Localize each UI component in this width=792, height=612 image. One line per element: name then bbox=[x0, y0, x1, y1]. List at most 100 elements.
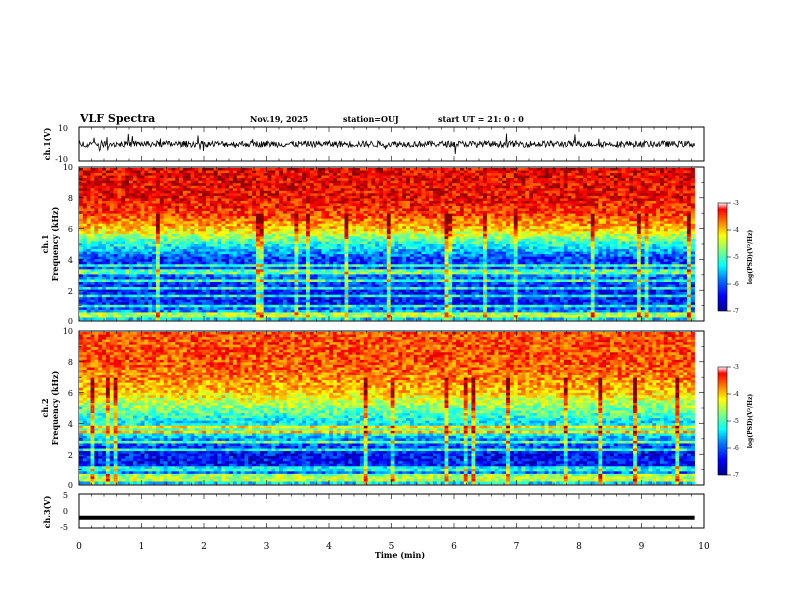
spectrogram-cell bbox=[379, 292, 384, 295]
spectrogram-cell bbox=[140, 284, 145, 288]
spectrogram-cell bbox=[340, 274, 345, 278]
spectrogram-cell bbox=[86, 279, 91, 283]
spectrogram-cell bbox=[302, 216, 307, 219]
spectrogram-cell bbox=[344, 228, 349, 232]
spectrogram-cell bbox=[82, 304, 87, 308]
spectrogram-cell bbox=[129, 168, 134, 171]
spectrogram-cell bbox=[229, 195, 234, 199]
spectrogram-cell bbox=[356, 314, 361, 318]
spectrogram-cell bbox=[125, 294, 130, 298]
spectrogram-cell bbox=[271, 276, 276, 280]
spectrogram-cell bbox=[382, 170, 388, 174]
spectrogram-cell bbox=[332, 170, 338, 174]
spectrogram-cell bbox=[240, 228, 245, 232]
spectrogram-cell bbox=[90, 307, 95, 311]
spectrogram-cell bbox=[232, 175, 238, 179]
spectrogram-cell bbox=[198, 251, 203, 255]
spectrogram-cell bbox=[398, 175, 403, 179]
spectrogram-cell bbox=[117, 170, 122, 174]
spectrogram-cell bbox=[275, 241, 280, 245]
spectrogram-cell bbox=[171, 312, 176, 316]
spectrogram-cell bbox=[229, 254, 234, 257]
spectrogram-cell bbox=[82, 279, 87, 283]
spectrogram-cell bbox=[198, 238, 203, 242]
spectrogram-cell bbox=[313, 168, 318, 171]
spectrogram-cell bbox=[152, 251, 157, 255]
spectrogram-cell bbox=[202, 271, 207, 275]
spectrogram-cell bbox=[267, 309, 272, 313]
spectrogram-cell bbox=[148, 249, 153, 252]
spectrogram-cell bbox=[394, 256, 399, 260]
spectrogram-cell bbox=[344, 175, 349, 179]
spectrogram-cell bbox=[244, 241, 249, 245]
spectrogram-cell bbox=[152, 180, 157, 184]
spectrogram-cell bbox=[340, 314, 345, 318]
spectrogram-cell bbox=[79, 211, 84, 214]
spectrogram-cell bbox=[182, 279, 188, 283]
spectrogram-cell bbox=[325, 264, 330, 268]
spectrogram-cell bbox=[394, 241, 399, 245]
spectrogram-cell bbox=[94, 180, 99, 184]
spectrogram-cell bbox=[259, 304, 264, 308]
spectrogram-cell bbox=[263, 304, 268, 308]
spectrogram-cell bbox=[148, 218, 153, 222]
spectrogram-cell bbox=[121, 312, 126, 316]
spectrogram-cell bbox=[344, 180, 349, 184]
spectrogram-cell bbox=[298, 317, 303, 321]
spectrogram-cell bbox=[379, 195, 384, 199]
spectrogram-cell bbox=[352, 287, 357, 290]
spectrogram-cell bbox=[213, 269, 218, 273]
spectrogram-cell bbox=[386, 208, 391, 212]
spectrogram-cell bbox=[225, 292, 230, 295]
spectrogram-cell bbox=[313, 266, 318, 270]
spectrogram-cell bbox=[371, 231, 376, 235]
spectrogram-cell bbox=[109, 261, 114, 265]
spectrogram-cell bbox=[179, 185, 184, 189]
spectrogram-cell bbox=[321, 299, 326, 303]
spectrogram-cell bbox=[163, 299, 168, 303]
spectrogram-cell bbox=[179, 297, 184, 301]
spectrogram-cell bbox=[344, 279, 349, 283]
spectrogram-cell bbox=[105, 287, 111, 290]
spectrogram-cell bbox=[306, 233, 311, 237]
spectrogram-cell bbox=[198, 259, 203, 263]
spectrogram-cell bbox=[159, 173, 164, 176]
spectrogram-cell bbox=[290, 279, 295, 283]
spectrogram-cell bbox=[313, 173, 318, 176]
spectrogram-cell bbox=[298, 251, 303, 255]
spectrogram-cell bbox=[332, 198, 338, 202]
spectrogram-cell bbox=[136, 274, 141, 278]
spectrogram-cell bbox=[82, 307, 87, 311]
spectrogram-cell bbox=[136, 226, 141, 230]
spectrogram-cell bbox=[175, 279, 180, 283]
spectrogram-cell bbox=[290, 249, 295, 252]
spectrogram-cell bbox=[275, 216, 280, 219]
spectrogram-cell bbox=[336, 183, 341, 187]
spectrogram-cell bbox=[90, 193, 95, 197]
spectrogram-cell bbox=[267, 221, 272, 225]
spectrogram-cell bbox=[171, 261, 176, 265]
spectrogram-cell bbox=[136, 203, 141, 207]
spectrogram-cell bbox=[286, 292, 291, 295]
spectrogram-cell bbox=[267, 249, 272, 252]
spectrogram-cell bbox=[313, 193, 318, 197]
spectrogram-cell bbox=[186, 259, 191, 263]
spectrogram-cell bbox=[398, 188, 403, 192]
spectrogram-cell bbox=[382, 297, 388, 301]
spectrogram-cell bbox=[248, 198, 253, 202]
spectrogram-cell bbox=[286, 223, 291, 227]
spectrogram-cell bbox=[363, 198, 368, 202]
spectrogram-cell bbox=[94, 193, 99, 197]
spectrogram-cell bbox=[79, 256, 84, 260]
spectrogram-cell bbox=[263, 282, 268, 285]
spectrogram-cell bbox=[221, 284, 226, 288]
spectrogram-cell bbox=[136, 317, 141, 321]
spectrogram-cell bbox=[371, 292, 376, 295]
spectrogram-cell bbox=[98, 178, 103, 181]
spectrogram-cell bbox=[325, 244, 330, 247]
spectrogram-cell bbox=[390, 251, 395, 255]
spectrogram-cell bbox=[259, 289, 264, 293]
spectrogram-cell bbox=[359, 299, 365, 303]
spectrogram-cell bbox=[79, 231, 84, 235]
spectrogram-cell bbox=[390, 183, 395, 187]
